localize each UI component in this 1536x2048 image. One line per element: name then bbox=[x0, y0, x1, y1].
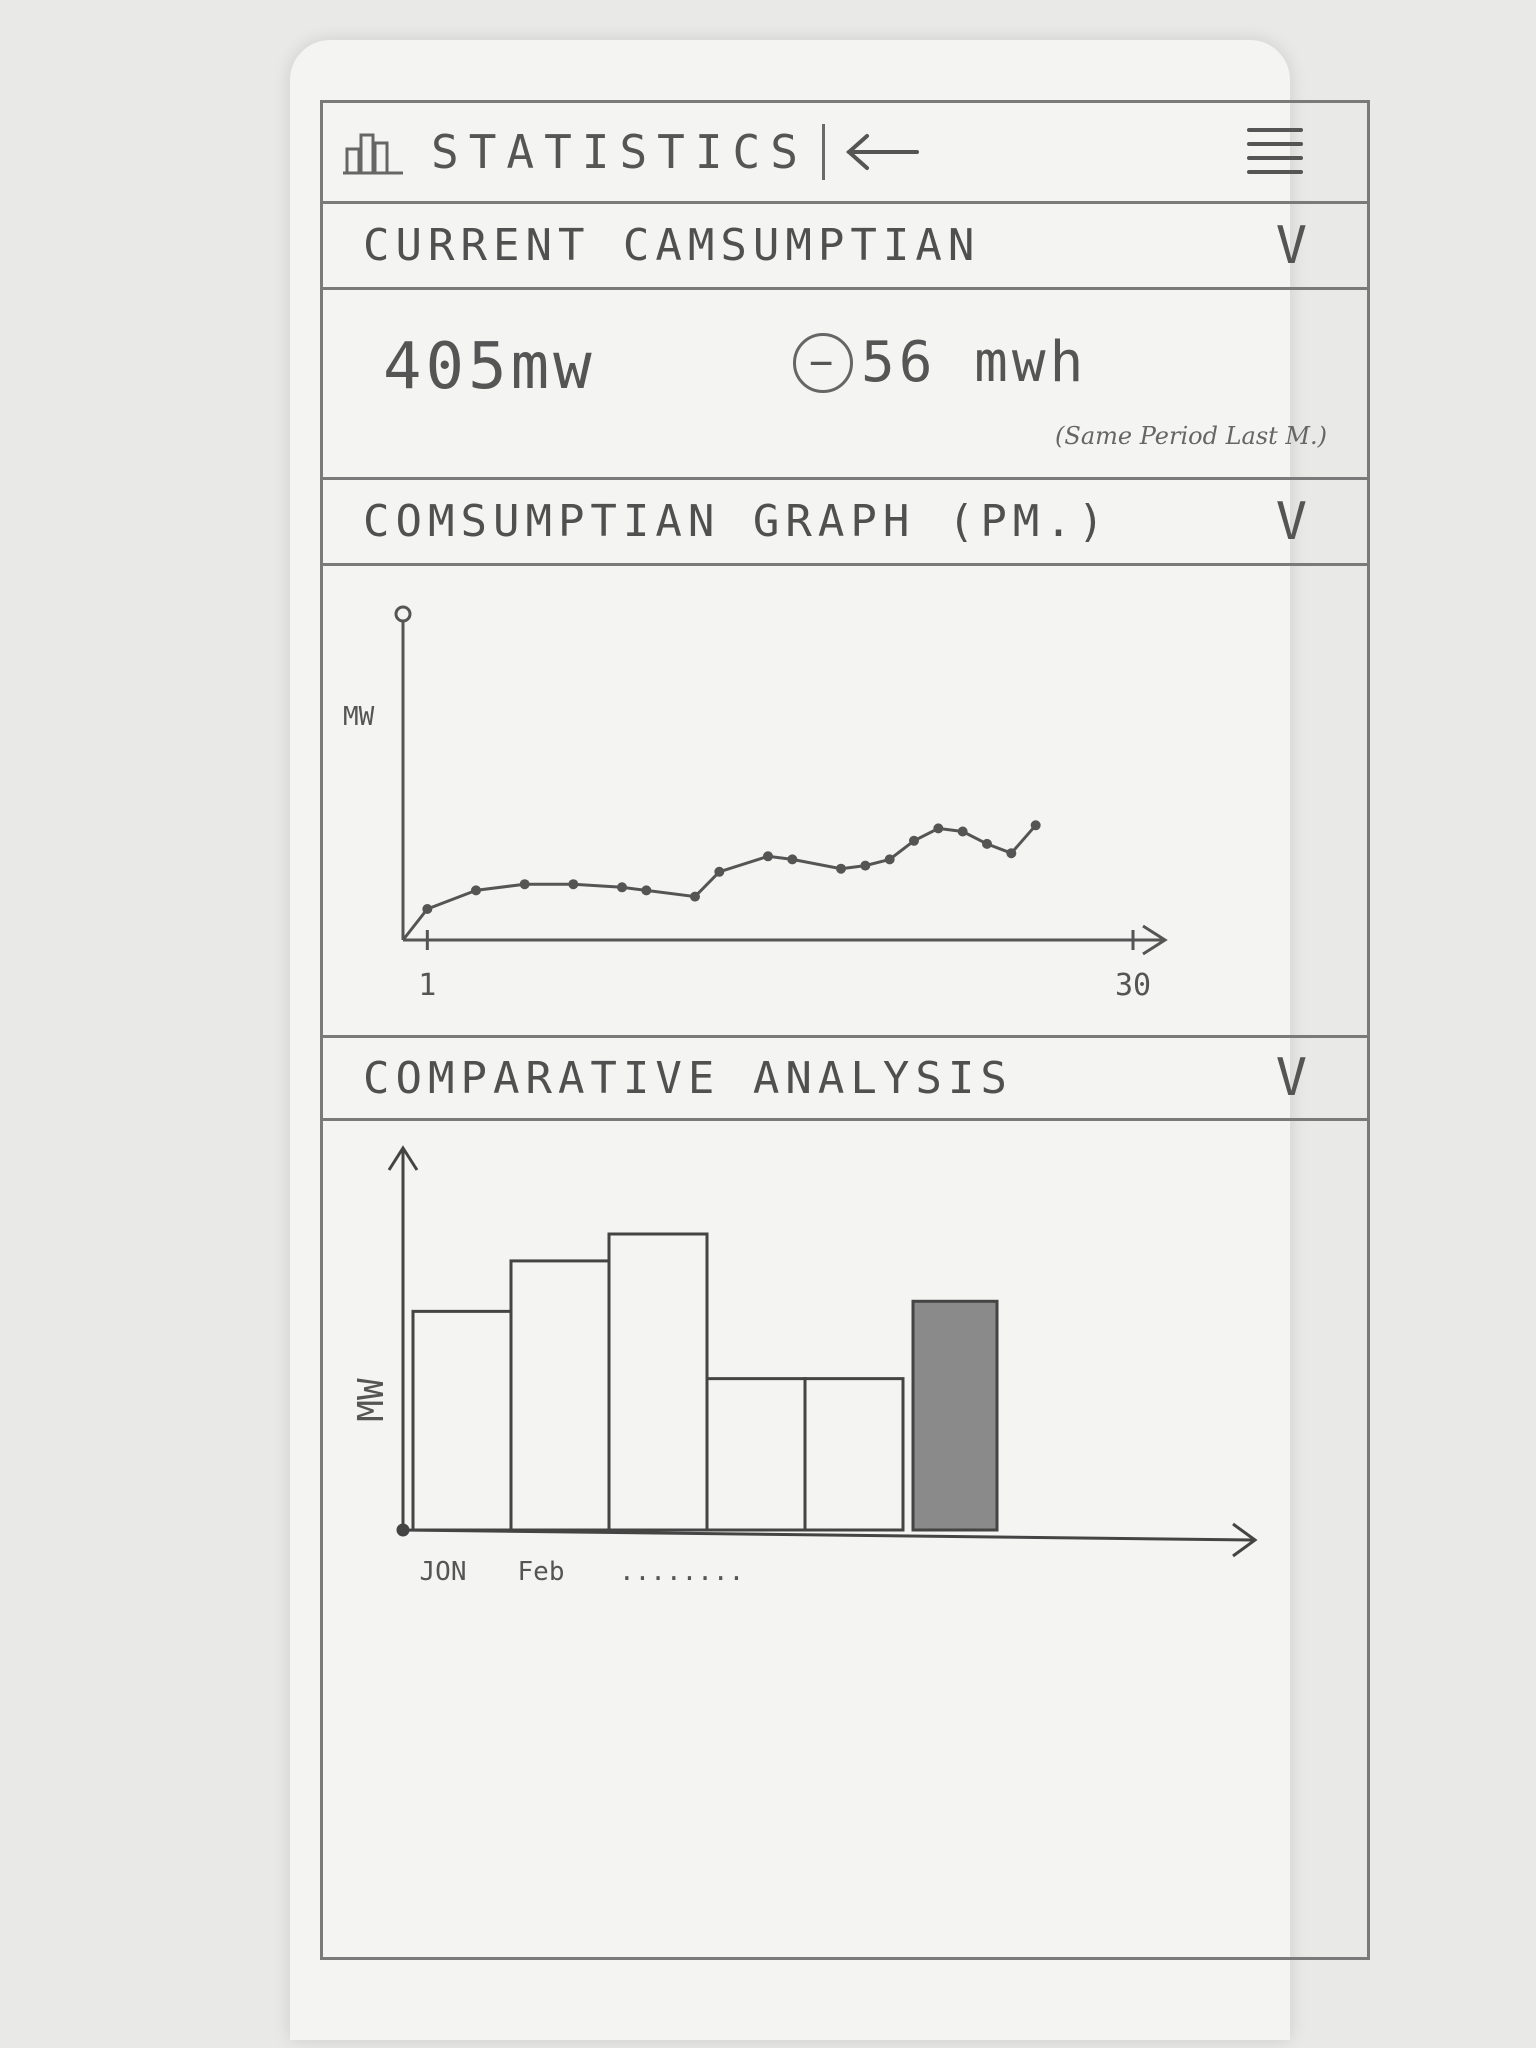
data-point bbox=[787, 854, 798, 865]
y-axis-label: MW bbox=[343, 702, 375, 732]
y-axis-label: MW bbox=[351, 1378, 392, 1422]
x-tick-label: Feb bbox=[518, 1557, 565, 1587]
y-axis-arrow bbox=[387, 1145, 419, 1171]
data-point bbox=[763, 851, 773, 862]
bar bbox=[803, 1377, 905, 1532]
data-point bbox=[933, 823, 944, 834]
section-title: COMPARATIVE ANALYSIS bbox=[363, 1052, 1013, 1104]
consumption-graph-header[interactable]: COMSUMPTIAN GRAPH (PM.) V bbox=[323, 480, 1367, 566]
chevron-down-icon[interactable]: V bbox=[1275, 215, 1307, 276]
x-axis-arrow bbox=[1142, 924, 1168, 956]
data-point bbox=[471, 885, 481, 896]
origin-dot bbox=[396, 1523, 410, 1537]
x-tick-label: JON bbox=[420, 1557, 467, 1587]
mockup-paper: STATISTICS CURRENT CAMSUMPTIAN V bbox=[290, 40, 1370, 2040]
data-point bbox=[884, 854, 895, 865]
data-point bbox=[909, 835, 919, 846]
app-header: STATISTICS bbox=[323, 100, 1367, 204]
comparative-bar-chart: MW JON Feb........ bbox=[351, 1145, 1258, 1587]
minus-circle-icon: − bbox=[793, 332, 853, 393]
x-tick-label: 30 bbox=[1115, 968, 1151, 1003]
title-divider bbox=[821, 124, 825, 180]
bar-highlighted bbox=[911, 1299, 999, 1532]
phone-frame: STATISTICS CURRENT CAMSUMPTIAN V bbox=[320, 100, 1370, 1960]
data-point bbox=[617, 882, 627, 893]
bar bbox=[509, 1259, 611, 1532]
data-point bbox=[519, 879, 530, 890]
data-point bbox=[568, 879, 579, 890]
current-consumption-header[interactable]: CURRENT CAMSUMPTIAN V bbox=[323, 204, 1367, 290]
data-point bbox=[690, 891, 700, 902]
bar bbox=[607, 1232, 709, 1532]
consumption-summary: 405mw − 56 mwh (Same Period Last M.) bbox=[323, 290, 1367, 480]
data-point bbox=[422, 904, 433, 914]
data-point bbox=[1030, 820, 1041, 831]
bar bbox=[705, 1377, 807, 1532]
delta-note: (Same Period Last M.) bbox=[1055, 422, 1327, 450]
current-consumption-value: 405mw bbox=[383, 330, 596, 404]
bar bbox=[411, 1309, 513, 1532]
y-axis-cap bbox=[394, 605, 412, 623]
section-title: CURRENT CAMSUMPTIAN bbox=[363, 220, 981, 271]
data-point bbox=[957, 826, 968, 837]
consumption-delta: − 56 mwh bbox=[793, 330, 1087, 395]
x-axis-arrow bbox=[1232, 1522, 1258, 1558]
data-point bbox=[641, 885, 652, 896]
data-point bbox=[1006, 848, 1017, 859]
series-line bbox=[401, 824, 1037, 941]
delta-value: 56 mwh bbox=[861, 330, 1088, 395]
section-title: COMSUMPTIAN GRAPH (PM.) bbox=[363, 496, 1111, 547]
comparative-analysis-header[interactable]: COMPARATIVE ANALYSIS V bbox=[323, 1035, 1367, 1121]
data-point bbox=[982, 838, 992, 849]
data-point bbox=[836, 863, 846, 874]
x-tick-label: 1 bbox=[418, 968, 436, 1003]
chevron-down-icon[interactable]: V bbox=[1275, 1048, 1307, 1108]
x-tick-ellipsis: ........ bbox=[619, 1557, 744, 1587]
x-axis bbox=[402, 1528, 1254, 1542]
page-title: STATISTICS bbox=[431, 125, 808, 179]
data-point bbox=[714, 866, 725, 877]
bar-chart-icon bbox=[343, 133, 403, 175]
hamburger-menu-icon[interactable] bbox=[1243, 124, 1307, 180]
consumption-line-chart: MW 1 30 bbox=[343, 605, 1168, 1003]
arrow-left-icon[interactable] bbox=[843, 132, 923, 172]
chevron-down-icon[interactable]: V bbox=[1275, 491, 1307, 552]
data-point bbox=[860, 860, 871, 871]
